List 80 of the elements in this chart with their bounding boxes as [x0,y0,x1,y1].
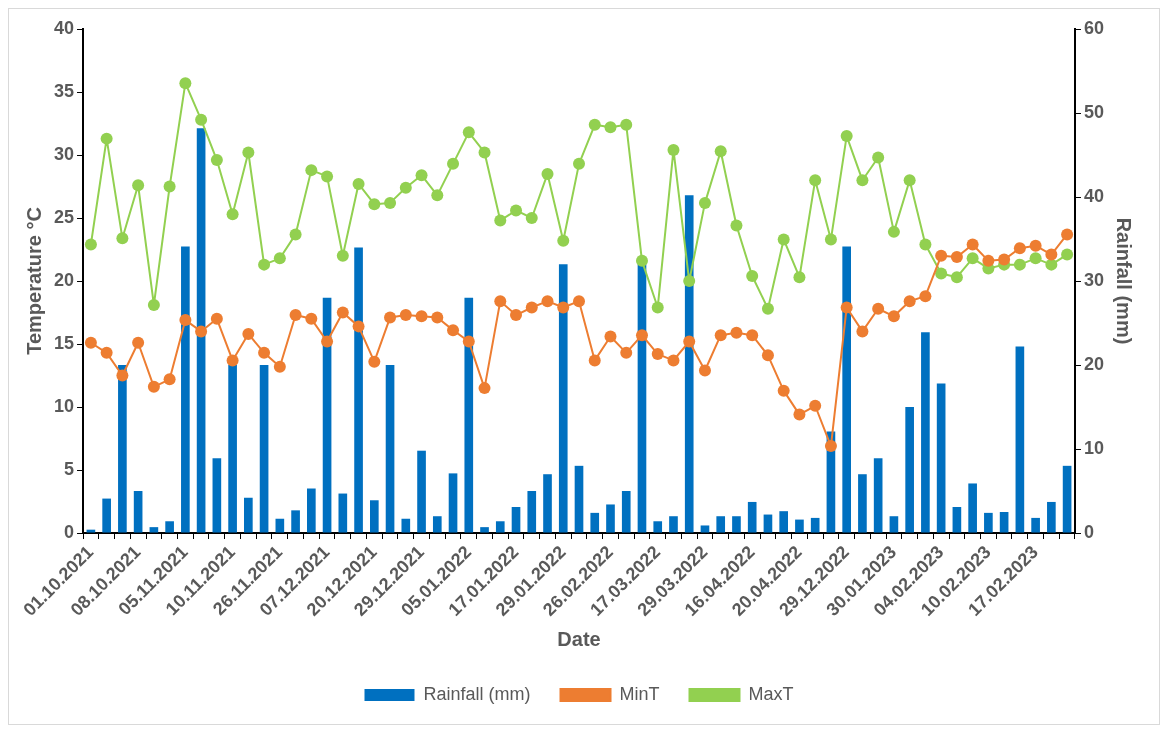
bar [1031,517,1040,533]
bar [621,491,631,533]
bar [275,518,285,533]
bar [999,512,1009,533]
y2-tick-label: 50 [1083,101,1105,122]
y-tick-label: 15 [53,332,75,353]
y-axis-title: Temperature °C [22,207,45,355]
bar [842,246,851,533]
bar [1062,465,1072,533]
bar [212,458,222,533]
bar [86,529,96,533]
bar [858,474,867,533]
bar [118,365,127,533]
bar [259,365,269,533]
legend-label: Rainfall (mm) [423,683,531,704]
bar [527,491,537,533]
bar [417,450,426,533]
y2-tick-label: 60 [1083,17,1105,38]
bar [653,521,663,533]
y-tick-label: 40 [53,17,75,38]
y-tick-label: 30 [53,143,75,164]
bar [952,506,962,533]
bar [133,491,143,533]
bar [921,332,930,533]
y-tick-label: 5 [64,458,75,479]
bar [369,500,379,533]
bar [354,247,363,533]
bar [590,512,600,533]
bar [338,493,348,533]
y2-tick-label: 30 [1083,269,1105,290]
legend-label: MaxT [748,683,794,704]
bar [905,407,914,533]
bar [511,506,521,533]
bar [291,510,300,533]
bar [102,498,111,533]
y2-tick-label: 20 [1083,353,1105,374]
bar [1015,346,1025,533]
y-tick-label: 35 [53,80,75,101]
bar [669,516,678,533]
legend-label: MinT [619,683,660,704]
bar [432,516,442,533]
y2-tick-label: 10 [1083,437,1105,458]
bar [700,525,710,533]
bar [307,488,316,533]
bar [244,497,253,533]
y-tick-label: 0 [64,521,75,542]
bar [385,365,395,533]
y2-tick-label: 40 [1083,185,1105,206]
bar [574,465,584,533]
bar [984,512,993,533]
bar [558,264,568,533]
bar [181,246,190,533]
bar [165,521,174,533]
bar [810,517,820,533]
bar [149,527,159,533]
bar [889,516,899,533]
bar [401,518,411,533]
bar [716,516,726,533]
bar [543,474,552,533]
bar [464,297,474,533]
y2-axis-title: Rainfall (mm) [1113,217,1136,345]
bar [1047,501,1056,533]
bar [968,483,977,533]
bar [684,195,694,533]
y-tick-label: 25 [53,206,75,227]
y-tick-label: 10 [53,395,75,416]
y-tick-label: 20 [53,269,75,290]
bar [779,511,789,533]
bar [606,504,615,533]
bar [873,458,883,533]
bar [732,516,741,533]
bar [795,519,804,533]
bar [747,501,757,533]
bar [495,521,505,533]
bar [763,514,773,533]
bar [448,473,458,533]
y2-tick-label: 0 [1083,521,1094,542]
x-axis-title: Date [557,627,601,650]
bar [480,527,489,533]
bar [936,383,946,533]
